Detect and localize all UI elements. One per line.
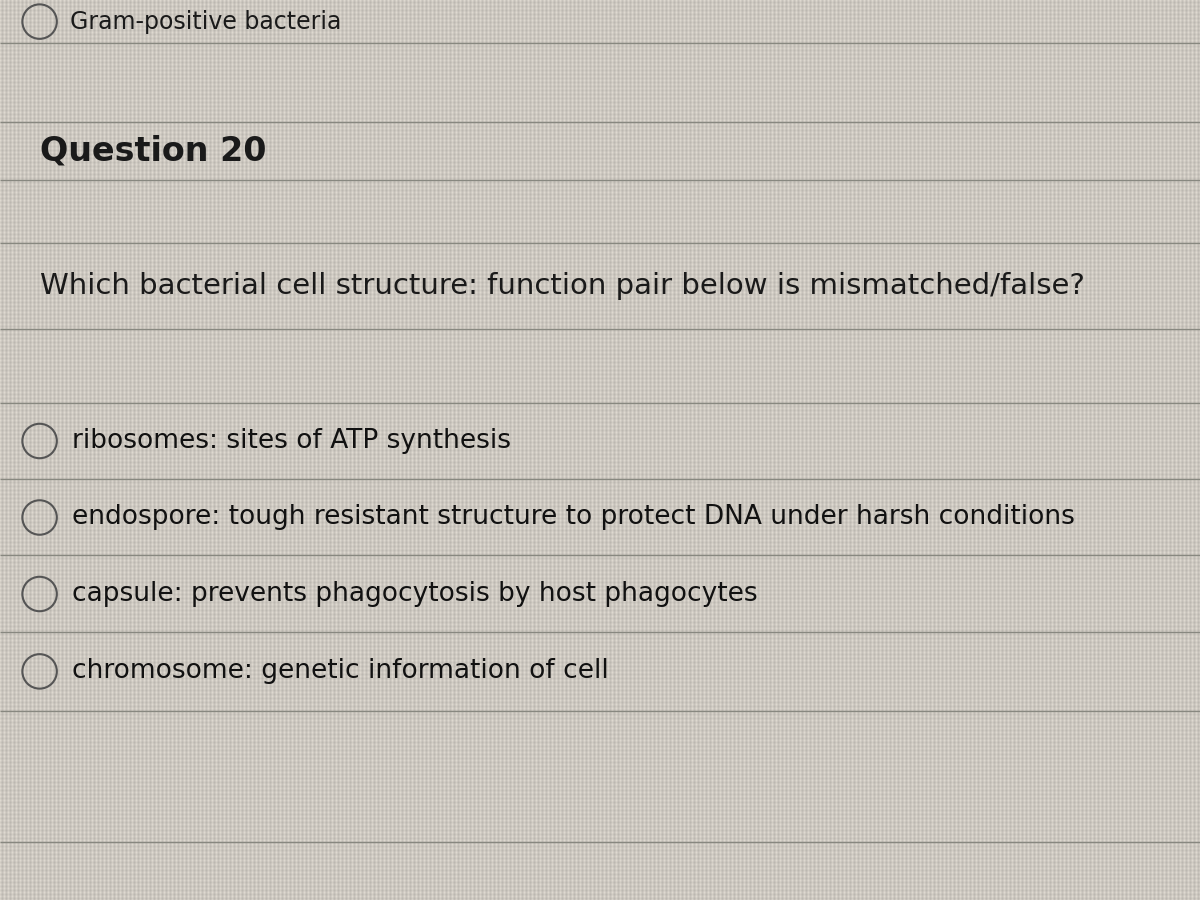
Text: chromosome: genetic information of cell: chromosome: genetic information of cell	[72, 659, 608, 684]
Text: Which bacterial cell structure: function pair below is mismatched/false?: Which bacterial cell structure: function…	[40, 272, 1085, 301]
Point	[30, 510, 49, 525]
Text: Question 20: Question 20	[40, 135, 266, 167]
Text: Gram-positive bacteria: Gram-positive bacteria	[70, 10, 341, 33]
Point	[30, 434, 49, 448]
Point	[30, 14, 49, 29]
Text: capsule: prevents phagocytosis by host phagocytes: capsule: prevents phagocytosis by host p…	[72, 581, 757, 607]
Text: ribosomes: sites of ATP synthesis: ribosomes: sites of ATP synthesis	[72, 428, 511, 454]
Point	[30, 664, 49, 679]
Point	[30, 587, 49, 601]
Text: endospore: tough resistant structure to protect DNA under harsh conditions: endospore: tough resistant structure to …	[72, 505, 1075, 530]
